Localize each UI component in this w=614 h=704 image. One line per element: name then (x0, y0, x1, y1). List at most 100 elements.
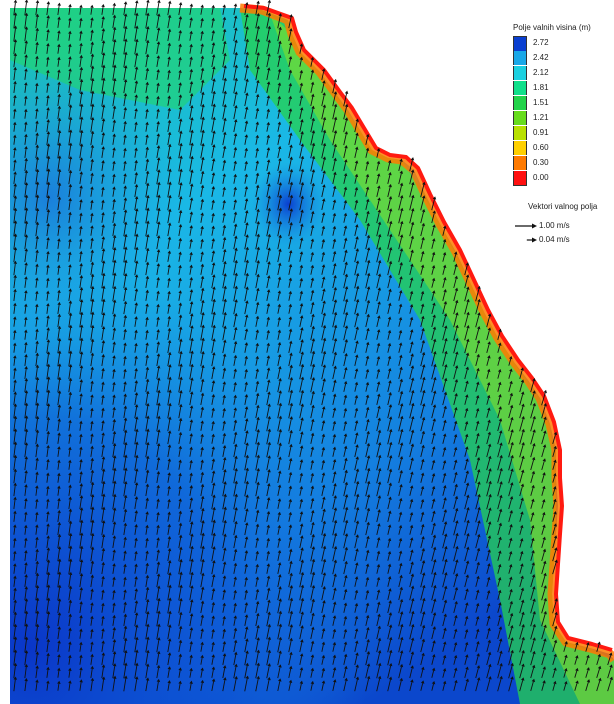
wave-vector-arrow (233, 312, 238, 328)
wave-vector-arrow (13, 288, 17, 301)
wave-vector-arrow (332, 458, 337, 470)
wave-vector-arrow (420, 597, 426, 614)
wave-vector-arrow (497, 650, 503, 666)
wave-vector-arrow (530, 549, 535, 561)
wave-vector-arrow (112, 576, 116, 587)
wave-vector-arrow (68, 433, 72, 444)
wave-vector-arrow (211, 116, 216, 133)
wave-vector-arrow (167, 416, 172, 432)
wave-vector-arrow (90, 445, 94, 457)
wave-vector-arrow (134, 550, 138, 561)
wave-vector-arrow (266, 81, 271, 93)
wave-vector-arrow (68, 459, 72, 470)
wave-vector-arrow (431, 418, 436, 432)
wave-vector-arrow (189, 183, 194, 198)
wave-vector-arrow (277, 68, 282, 80)
wave-vector-arrow (222, 615, 226, 626)
wave-vector-arrow (178, 459, 182, 470)
wave-vector-arrow (13, 12, 18, 29)
wave-vector-arrow (365, 198, 370, 210)
wave-vector-arrow (508, 404, 514, 419)
wave-vector-arrow (530, 664, 536, 679)
wave-vector-arrow (200, 459, 204, 470)
wave-vector-arrow (123, 649, 128, 666)
wave-vector-arrow (24, 40, 29, 55)
wave-vector-arrow (13, 575, 17, 587)
wave-vector-arrow (112, 507, 117, 523)
wave-vector-arrow (178, 130, 183, 146)
wave-vector-arrow (321, 545, 327, 562)
wave-vector-arrow (299, 209, 304, 224)
wave-vector-arrow (255, 160, 260, 171)
wave-vector-arrow (156, 623, 161, 640)
wave-vector-arrow (255, 12, 260, 29)
wave-vector-arrow (497, 563, 502, 574)
wave-vector-arrow (365, 355, 370, 366)
wave-vector-arrow (79, 351, 84, 367)
wave-vector-arrow (431, 626, 437, 640)
wave-vector-arrow (145, 537, 149, 548)
wave-vector-arrow (332, 274, 337, 289)
wave-vector-arrow (442, 497, 447, 509)
wave-vector-arrow (475, 444, 480, 458)
wave-vector-arrow (255, 65, 260, 81)
wave-vector-arrow (101, 354, 105, 366)
wave-vector-arrow (79, 129, 84, 146)
wave-vector-arrow (101, 132, 106, 146)
wave-vector-arrow (409, 498, 414, 509)
wave-vector-arrow (343, 574, 348, 588)
wave-vector-arrow (398, 262, 403, 276)
wave-vector-arrow (211, 519, 216, 536)
wave-vector-arrow (24, 26, 29, 42)
wave-vector-arrow (354, 212, 359, 223)
wave-vector-arrow (277, 610, 283, 627)
wave-vector-arrow (123, 563, 127, 574)
wave-vector-arrow (486, 327, 492, 341)
wave-vector-arrow (222, 575, 227, 587)
wave-vector-arrow (13, 39, 18, 55)
wave-vector-arrow (46, 680, 50, 691)
wave-vector-arrow (376, 209, 382, 224)
wave-vector-arrow (332, 495, 337, 510)
wave-vector-arrow (277, 524, 282, 535)
wave-vector-arrow (244, 286, 249, 302)
wave-vector-arrow (376, 233, 382, 250)
wave-vector-arrow (178, 584, 183, 601)
wave-vector-arrow (365, 368, 370, 379)
wave-vector-arrow (101, 340, 106, 354)
wave-vector-arrow (508, 368, 513, 379)
wave-vector-arrow (178, 142, 183, 159)
wave-vector-arrow (156, 263, 161, 275)
wave-vector-arrow (299, 69, 304, 80)
wave-vector-arrow (222, 212, 226, 223)
wave-vector-arrow (552, 445, 557, 457)
wave-vector-arrow (189, 459, 193, 470)
wave-vector-arrow (442, 599, 448, 614)
wave-vector-arrow (79, 559, 84, 575)
wave-vector-arrow (519, 442, 525, 458)
wave-vector-arrow (354, 394, 359, 405)
wave-vector-arrow (244, 602, 249, 613)
wave-vector-arrow (222, 628, 226, 639)
wave-vector-arrow (431, 598, 437, 614)
wave-vector-arrow (233, 186, 237, 197)
wave-vector-arrow (453, 459, 458, 470)
wave-vector-arrow (178, 251, 182, 262)
wave-vector-arrow (365, 650, 371, 666)
wave-vector-arrow (277, 549, 282, 561)
wave-vector-arrow (332, 130, 338, 146)
wave-vector-arrow (541, 458, 546, 470)
wave-vector-arrow (453, 600, 458, 614)
wave-vector-arrow (156, 429, 161, 445)
wave-vector-arrow (24, 248, 29, 263)
wave-vector-arrow (145, 497, 150, 509)
wave-vector-arrow (354, 444, 359, 458)
wave-vector-arrow (398, 289, 403, 301)
wave-vector-arrow (310, 69, 315, 80)
wave-vector-arrow (398, 636, 404, 653)
wave-vector-arrow (167, 511, 171, 522)
wave-vector-arrow (464, 311, 470, 328)
wave-vector-arrow (255, 134, 259, 145)
wave-vector-arrow (167, 536, 172, 548)
wave-vector-arrow (46, 571, 51, 588)
